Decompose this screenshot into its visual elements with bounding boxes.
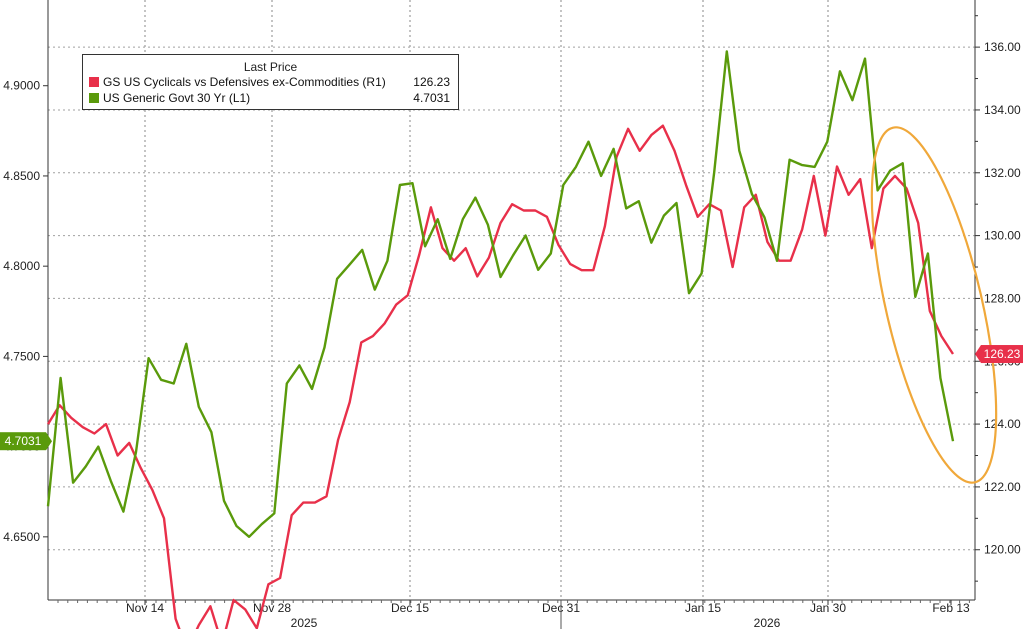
legend-name-govt30: US Generic Govt 30 Yr (L1) <box>103 91 251 105</box>
year-label: 2025 <box>291 616 318 629</box>
right-last-value-arrow <box>975 345 981 364</box>
x-tick-label: Feb 13 <box>932 601 970 615</box>
left-tick-label: 4.7500 <box>3 349 40 363</box>
year-label: 2026 <box>754 616 781 629</box>
x-tick-label: Nov 28 <box>253 601 291 615</box>
series-line-govt30 <box>46 50 955 538</box>
right-last-value-label: 126.23 <box>984 347 1021 361</box>
legend-entry-cyclicals: GS US Cyclicals vs Defensives ex-Commodi… <box>89 75 450 90</box>
left-last-value-box <box>0 432 46 451</box>
label-layer: 4.7031 126.23 <box>0 345 1023 451</box>
series-layer <box>46 50 955 634</box>
legend-title: Last Price <box>243 60 298 74</box>
right-tick-label: 136.00 <box>984 40 1021 54</box>
left-last-value-label: 4.7031 <box>5 434 42 448</box>
annotation-ellipse <box>870 126 998 484</box>
x-tick-label: Nov 14 <box>126 601 164 615</box>
right-tick-label: 128.00 <box>984 291 1021 305</box>
legend-value-cyclicals: 126.23 <box>413 75 450 89</box>
legend-value-govt30: 4.7031 <box>413 91 450 105</box>
legend-swatch-govt30 <box>89 93 99 103</box>
right-last-value-box <box>981 345 1023 364</box>
right-tick-label: 124.00 <box>984 417 1021 431</box>
left-tick-label: 4.8500 <box>3 169 40 183</box>
left-last-value-arrow <box>46 432 52 451</box>
left-tick-label: 4.9000 <box>3 79 40 93</box>
x-tick-label: Jan 30 <box>810 601 846 615</box>
right-tick-label: 122.00 <box>984 480 1021 494</box>
x-tick-label: Dec 15 <box>391 601 429 615</box>
legend-name-cyclicals: GS US Cyclicals vs Defensives ex-Commodi… <box>103 75 386 89</box>
annotation-layer <box>870 126 998 484</box>
legend-entry-govt30: US Generic Govt 30 Yr (L1) 4.7031 <box>89 91 450 106</box>
left-tick-label: 4.8000 <box>3 259 40 273</box>
series-line-cyclicals <box>46 124 955 634</box>
left-tick-label: 4.6500 <box>3 530 40 544</box>
right-tick-label: 132.00 <box>984 166 1021 180</box>
legend-swatch-cyclicals <box>89 77 99 87</box>
right-tick-label: 130.00 <box>984 229 1021 243</box>
legend: Last Price GS US Cyclicals vs Defensives… <box>82 54 459 110</box>
right-tick-label: 120.00 <box>984 543 1021 557</box>
right-tick-label: 134.00 <box>984 103 1021 117</box>
x-tick-label: Jan 15 <box>685 601 721 615</box>
